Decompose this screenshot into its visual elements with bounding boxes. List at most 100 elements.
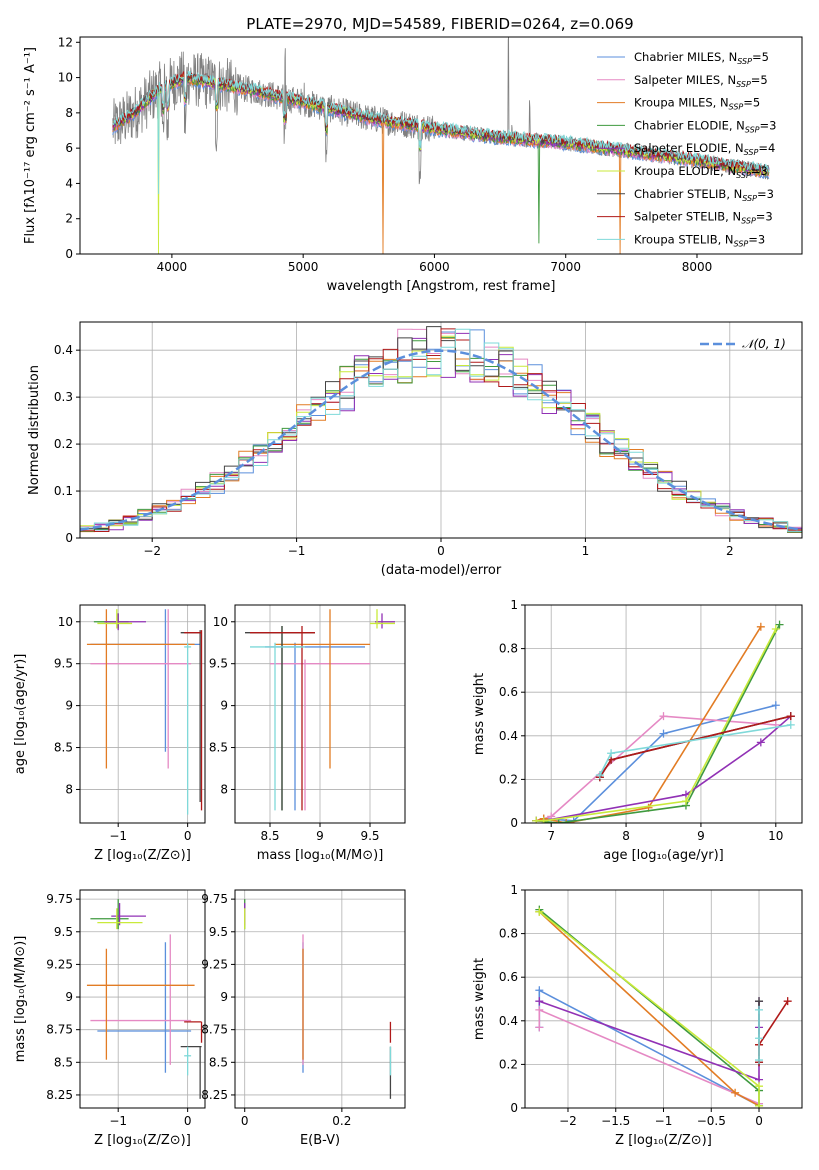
mass-vs-ebv-ytick-label: 9.75 [201,892,228,906]
mass-vs-ebv-plot-area [244,899,392,1099]
age-vs-metallicity-frame [79,604,206,824]
mass-weight-vs-age-frame [524,604,803,824]
spectrum-xtick-label: 6000 [419,260,450,274]
age-vs-mass-xtick-label: 9.5 [360,829,379,843]
mass-vs-metallicity-ylabel: mass [log₁₀(M/M⊙)] [13,936,28,1063]
residuals-xtick-label: 2 [726,544,734,558]
spectrum-ytick-label: 8 [65,106,73,120]
age-vs-metallicity-xtick-label: 0 [184,829,192,843]
mass-weight-marker [755,1005,764,1014]
age-vs-metallicity-ylabel: age [log₁₀(age/yr)] [13,654,28,775]
mass-weight-vs-age-ytick-label: 0.4 [499,729,518,743]
residuals-xtick-label: −1 [288,544,306,558]
mass-weight-marker [775,620,784,629]
mass-weight-vs-age-ytick-label: 0.8 [499,642,518,656]
mass-vs-metallicity-panel: −1 0 8.25 8.5 8.75 9 9.25 9.5 9.75 Z [log₁₀(Z/Z⊙)… [13,889,206,1148]
residuals-ytick-label: 0.2 [54,437,73,451]
mass-weight-marker [731,1088,740,1097]
mass-weight-line [538,911,760,1107]
mass-weight-marker [756,622,765,631]
age-vs-metallicity-ytick-label: 8.5 [54,741,73,755]
age-vs-mass-ytick-label: 10 [213,615,228,629]
age-vs-metallicity-ytick-label: 8 [65,782,73,796]
mass-weight-vs-age-xtick-label: 8 [622,829,630,843]
mass-weight-marker [539,816,548,823]
spectrum-plot-area [112,37,770,254]
residuals-ytick-label: 0.1 [54,484,73,498]
mass-vs-metallicity-ytick-label: 8.25 [46,1088,73,1102]
mass-weight-vs-metallicity-xtick-label: −1 [655,1114,673,1128]
mass-weight-marker [755,997,764,1006]
legend-label: Kroupa STELIB, NSSP=3 [634,232,765,248]
mass-weight-marker [535,907,544,916]
mass-weight-marker [786,720,795,729]
mass-vs-ebv-ytick-label: 9.5 [209,925,228,939]
mass-weight-vs-age-ytick-label: 0.6 [499,685,518,699]
mass-weight-line [536,628,777,822]
mass-weight-marker [755,1082,764,1091]
legend-label: Chabrier STELIB, NSSP=3 [634,187,774,203]
mass-vs-ebv-xtick-label: 0.2 [332,1114,351,1128]
mass-weight-marker [755,1056,764,1065]
mass-vs-ebv-xlabel: E(B-V) [300,1133,340,1148]
mass-weight-vs-metallicity-ytick-label: 0.6 [499,970,518,984]
age-vs-metallicity-plot-area [86,609,203,815]
mass-vs-metallicity-xtick-label: −1 [109,1114,127,1128]
age-vs-metallicity-ytick-label: 10 [58,615,73,629]
mass-vs-metallicity-xtick-label: 0 [184,1114,192,1128]
residuals-frame [79,321,803,539]
mass-weight-vs-metallicity-frame [524,889,803,1109]
mass-weight-vs-metallicity-panel: −2 −1.5 −1 −0.5 0 0 0.2 0.4 0.6 0.8 1 Z [log₁₀(Z/Z⊙… [472,883,803,1148]
age-vs-metallicity-panel: −1 0 8 8.5 9 9.5 10 Z [log₁₀(Z/Z⊙)] age [log₁₀(a… [13,604,206,863]
mass-weight-vs-metallicity-xtick-label: −1.5 [601,1114,630,1128]
residuals-plot-area [80,326,802,533]
mass-weight-line [758,1000,789,1063]
residuals-ytick-label: 0 [65,531,73,545]
age-vs-mass-xtick-label: 8.5 [260,829,279,843]
mass-weight-line [535,626,762,823]
age-vs-mass-panel: 8.5 9 9.5 8 8.5 9 9.5 10 mass [log₁₀(M/M⊙)] [209,604,406,863]
spectrum-ytick-label: 6 [65,141,73,155]
mass-weight-marker [771,624,780,633]
spectrum-panel: 4000 5000 6000 7000 8000 0 2 4 6 8 10 12 wavelength … [23,35,803,294]
legend-label: Salpeter ELODIE, NSSP=4 [634,141,775,157]
spectrum-ylabel: Flux [fλ10⁻¹⁷ erg cm⁻² s⁻¹ A⁻¹] [23,47,38,244]
mass-vs-ebv-frame [234,889,406,1109]
mass-weight-line [536,624,781,823]
mass-weight-marker [755,1034,764,1043]
mass-weight-vs-age-ylabel: mass weight [472,673,487,755]
spectrum-frame [79,36,803,255]
mass-weight-marker [783,997,792,1006]
mass-weight-marker [532,816,541,823]
legend-label: Salpeter STELIB, NSSP=3 [634,210,773,226]
age-vs-metallicity-xlabel: Z [log₁₀(Z/Z⊙)] [94,848,191,863]
mass-weight-marker [595,771,604,780]
age-vs-metallicity-xtick-label: −1 [109,829,127,843]
mass-vs-ebv-ytick-label: 8.25 [201,1088,228,1102]
mass-weight-vs-age-ytick-label: 0.2 [499,772,518,786]
mass-weight-marker [659,712,668,721]
mass-weight-vs-age-xtick-label: 9 [697,829,705,843]
legend-label: 𝒩(0, 1) [742,337,786,351]
legend-label: Kroupa ELODIE, NSSP=3 [634,164,768,180]
mass-weight-marker [755,1101,764,1108]
mass-vs-ebv-ytick-label: 9.25 [201,957,228,971]
mass-vs-ebv-ytick-label: 8.75 [201,1023,228,1037]
legend-label: Chabrier ELODIE, NSSP=3 [634,118,776,134]
spectrum-xtick-label: 4000 [157,260,188,274]
mass-vs-metallicity-ytick-label: 9.75 [46,892,73,906]
normal-curve [80,349,802,532]
mass-vs-metallicity-plot-area [86,899,203,1099]
legend-label: Salpeter MILES, NSSP=5 [634,73,768,89]
mass-weight-vs-age-ytick-label: 1 [510,598,518,612]
mass-weight-marker [681,797,690,806]
mass-vs-metallicity-xlabel: Z [log₁₀(Z/Z⊙)] [94,1133,191,1148]
mass-weight-vs-metallicity-ylabel: mass weight [472,958,487,1040]
residuals-xtick-label: 1 [582,544,590,558]
mass-weight-line [538,988,760,1108]
mass-weight-vs-metallicity-xlabel: Z [log₁₀(Z/Z⊙)] [615,1133,712,1148]
spectrum-xlabel: wavelength [Angstrom, rest frame] [327,279,556,294]
mass-weight-marker [554,819,563,823]
spectrum-xtick-label: 5000 [288,260,319,274]
mass-weight-marker [535,1005,544,1014]
